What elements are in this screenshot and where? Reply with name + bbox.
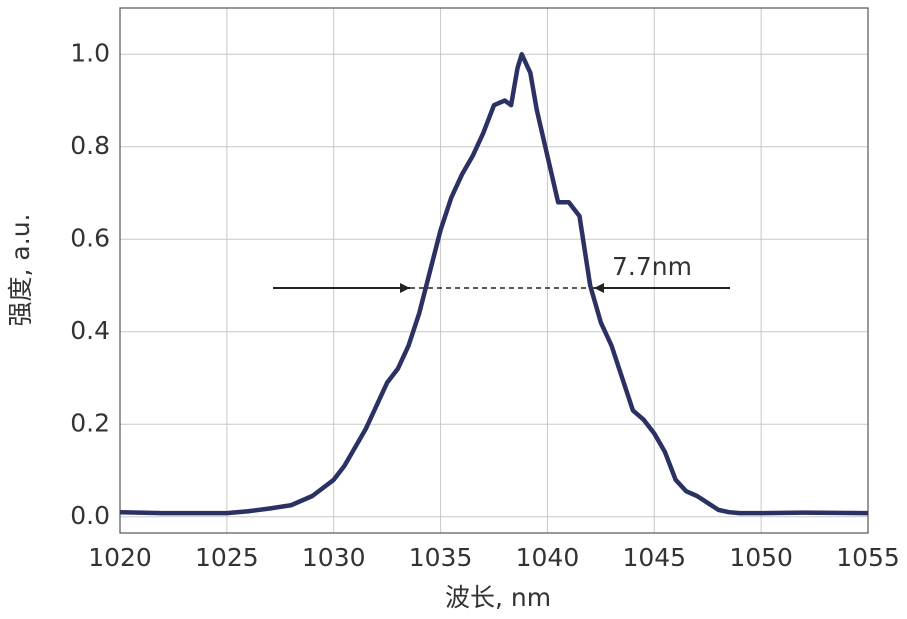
x-axis-label: 波长, nm	[445, 583, 551, 612]
spectrum-line	[119, 52, 869, 516]
y-axis-label: 强度, a.u.	[6, 214, 35, 327]
plot-frame	[119, 7, 869, 534]
y-tick-label: 0.8	[70, 131, 110, 160]
grid	[119, 7, 869, 534]
x-tick-label: 1040	[516, 543, 580, 572]
y-tick-label: 0.2	[70, 408, 110, 437]
x-tick-label: 1035	[409, 543, 473, 572]
y-tick-label: 1.0	[70, 38, 110, 67]
x-tick-label: 1020	[88, 543, 152, 572]
x-tick-label: 1050	[729, 543, 793, 572]
annotation: 7.7nm	[612, 252, 692, 281]
y-tick-label: 0.0	[70, 501, 110, 530]
y-tick-label: 0.6	[70, 223, 110, 252]
x-tick-label: 1025	[195, 543, 259, 572]
x-tick-label: 1030	[302, 543, 366, 572]
x-tick-label: 1045	[622, 543, 686, 572]
x-tick-label: 1055	[836, 543, 900, 572]
y-tick-label: 0.4	[70, 316, 110, 345]
